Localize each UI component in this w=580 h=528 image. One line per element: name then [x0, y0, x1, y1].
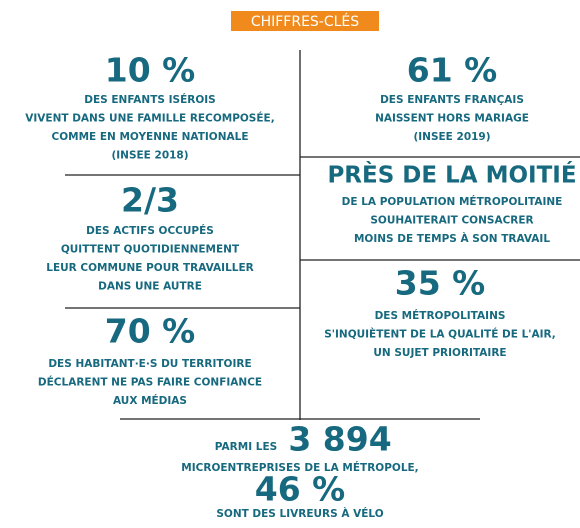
footer-intro: PARMI LES	[215, 441, 277, 453]
key-text: (INSEE 2018)	[111, 150, 188, 162]
key-text: DES ACTIFS OCCUPÉS	[86, 224, 214, 237]
key-text: DÉCLARENT NE PAS FAIRE CONFIANCE	[38, 376, 262, 389]
key-figure: 70 %	[105, 312, 195, 351]
key-text: DES MÉTROPOLITAINS	[375, 309, 506, 322]
key-figure: 35 %	[395, 264, 485, 303]
key-text: NAISSENT HORS MARIAGE	[375, 113, 529, 125]
key-text: DANS UNE AUTRE	[98, 281, 202, 293]
key-text: VIVENT DANS UNE FAMILLE RECOMPOSÉE,	[25, 112, 274, 125]
key-figure: 2/3	[121, 181, 179, 220]
footer-figure: 46 %	[255, 470, 345, 509]
key-text: S'INQUIÈTENT DE LA QUALITÉ DE L'AIR,	[324, 328, 556, 341]
key-text: SOUHAITERAIT CONSACRER	[370, 215, 533, 227]
key-text: COMME EN MOYENNE NATIONALE	[51, 131, 248, 143]
footer-line: MICROENTREPRISES DE LA MÉTROPOLE,	[181, 461, 418, 474]
key-text: QUITTENT QUOTIDIENNEMENT	[61, 244, 240, 256]
footer-line: SONT DES LIVREURS À VÉLO	[216, 507, 383, 520]
key-text: DES ENFANTS FRANÇAIS	[380, 94, 524, 106]
key-text: UN SUJET PRIORITAIRE	[373, 347, 506, 359]
key-text: LEUR COMMUNE POUR TRAVAILLER	[46, 262, 253, 274]
key-text: MOINS DE TEMPS À SON TRAVAIL	[354, 232, 550, 245]
key-text: DES HABITANT·E·S DU TERRITOIRE	[48, 358, 251, 370]
footer-figure: 3 894	[288, 420, 391, 459]
header-title: CHIFFRES-CLÉS	[251, 13, 359, 30]
key-text: DE LA POPULATION MÉTROPOLITAINE	[342, 195, 563, 208]
key-figure: 61 %	[407, 51, 497, 90]
key-text: (INSEE 2019)	[413, 131, 490, 143]
key-text: AUX MÉDIAS	[113, 394, 187, 407]
key-figure: 10 %	[105, 51, 195, 90]
key-text: DES ENFANTS ISÉROIS	[84, 93, 215, 106]
header-bg	[231, 11, 379, 31]
key-figure: PRÈS DE LA MOITIÉ	[327, 161, 576, 189]
